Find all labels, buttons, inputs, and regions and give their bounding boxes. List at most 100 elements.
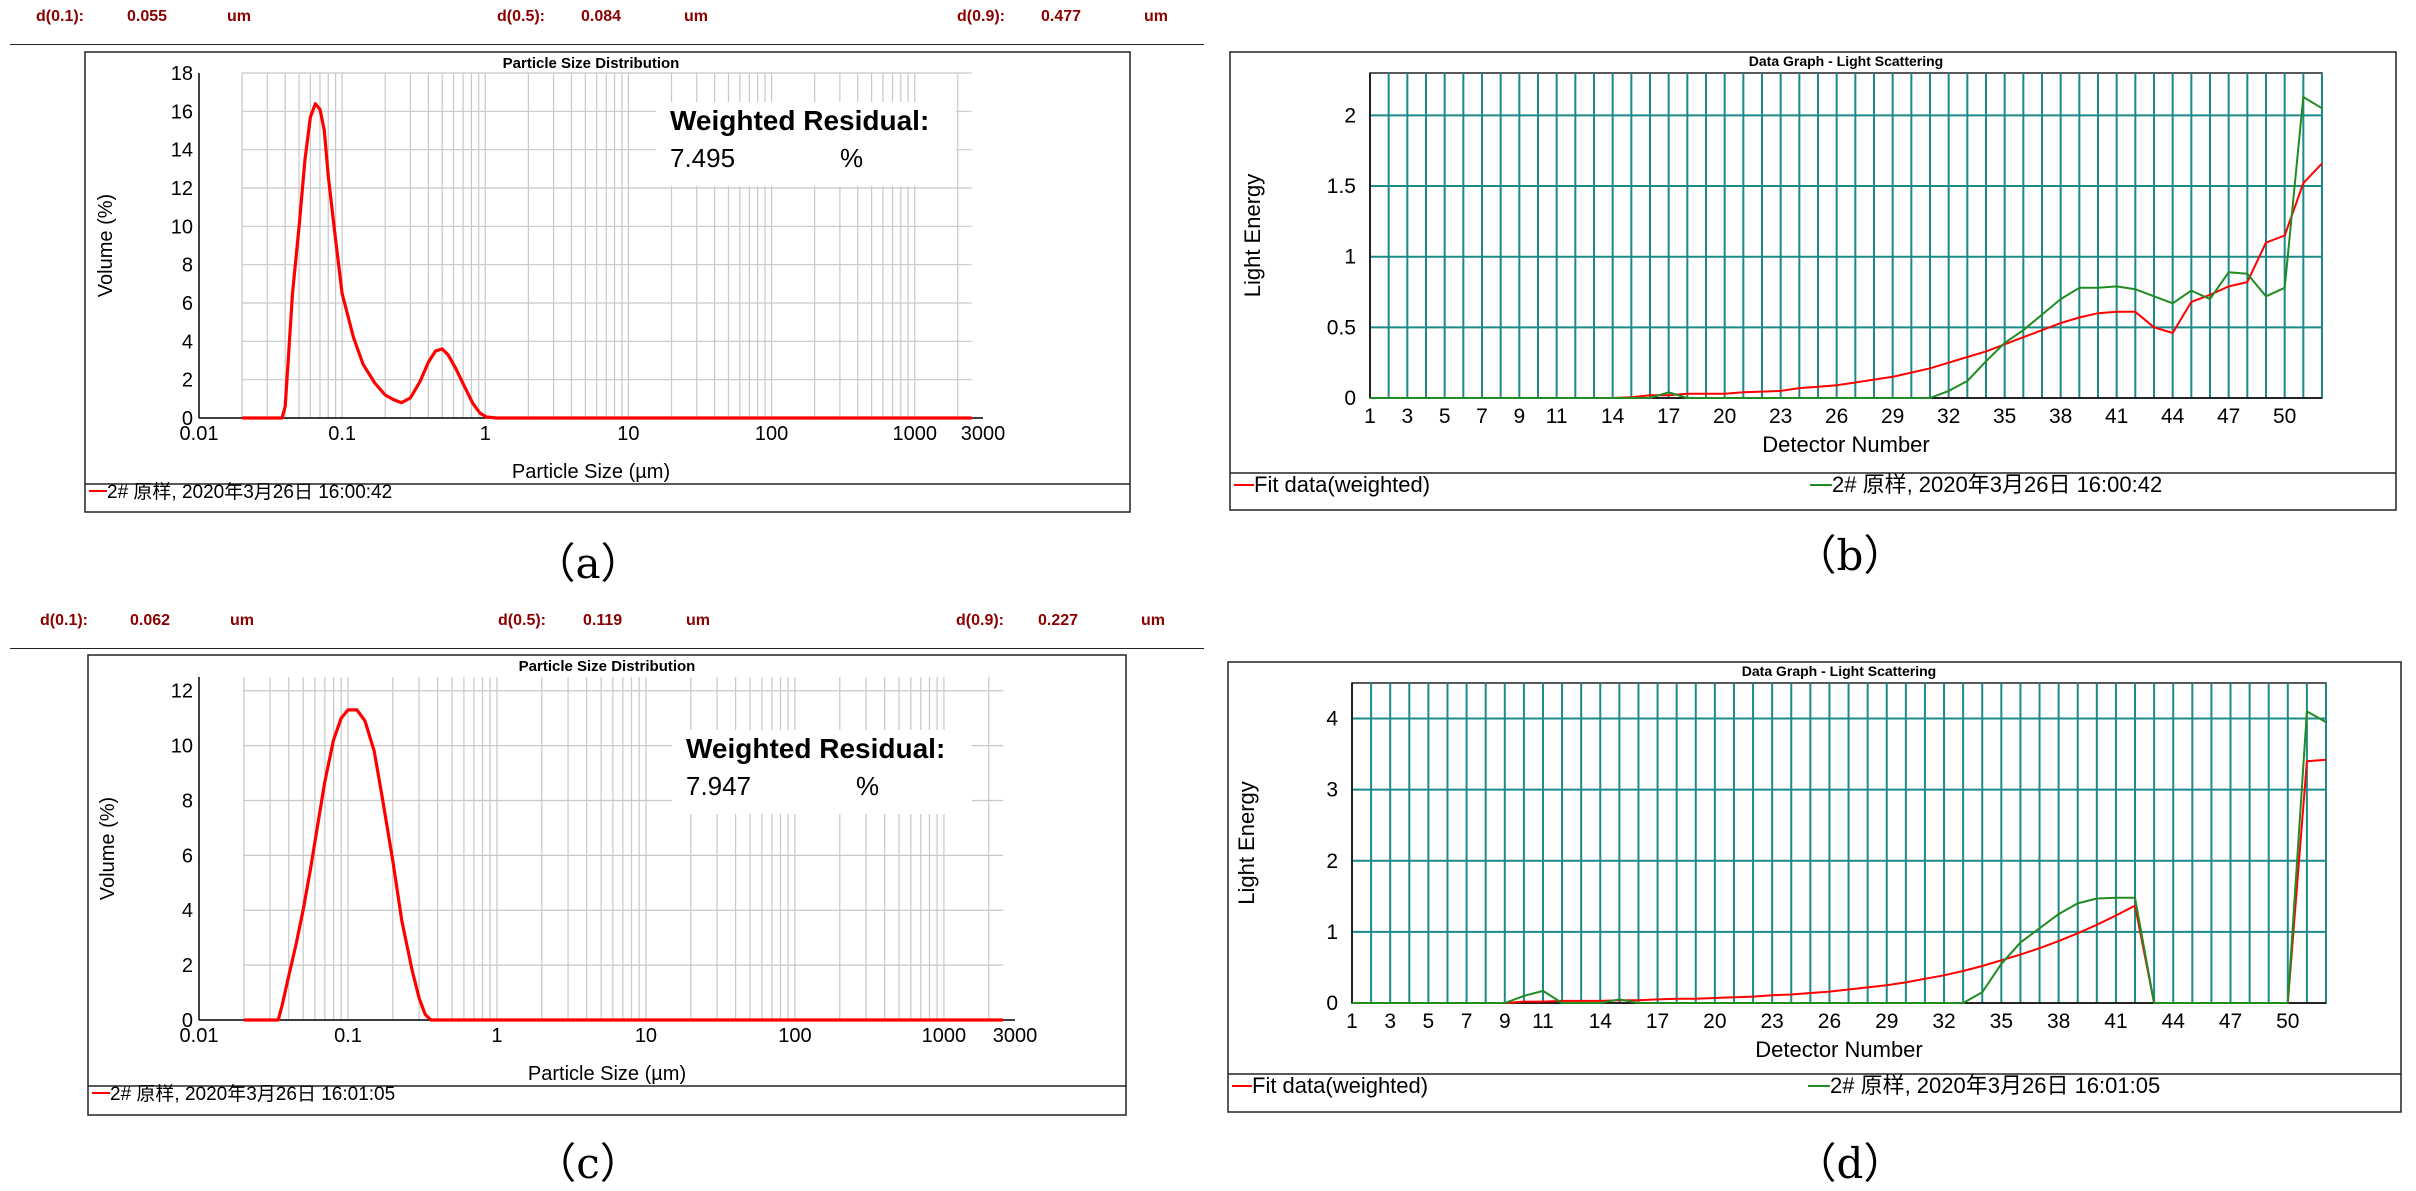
d90-value: 0.477: [1041, 8, 1082, 25]
y-axis-label: Volume (%): [95, 194, 117, 297]
x-tick-label: 100: [778, 1025, 811, 1047]
d50-value: 0.084: [581, 8, 622, 25]
d10-unit: um: [230, 612, 254, 629]
x-tick-label: 11: [1546, 405, 1568, 428]
x-tick-label: 10: [635, 1025, 657, 1047]
chart-title: Data Graph - Light Scattering: [1742, 663, 1936, 679]
y-tick-label: 8: [182, 790, 193, 812]
y-tick-label: 6: [182, 845, 193, 867]
chart-title: Particle Size Distribution: [503, 55, 680, 72]
y-tick-label: 0: [1326, 992, 1338, 1015]
legend-label: 2# 原样, 2020年3月26日 16:01:05: [110, 1083, 395, 1105]
y-tick-label: 2: [182, 370, 193, 392]
psd-chart-c: 0 2 4 6 8 10 12 0.01 0.1 1 10 100 1000 3000 Particle S…: [87, 654, 1127, 1116]
y-tick-label: 0: [182, 1010, 193, 1032]
d90-unit: um: [1141, 612, 1165, 629]
x-axis-label: Particle Size (µm): [528, 1063, 686, 1085]
x-tick-label: 5: [1423, 1010, 1435, 1033]
y-tick-label: 3: [1326, 779, 1338, 802]
x-tick-label: 38: [2047, 1010, 2070, 1033]
x-tick-label: 50: [2273, 405, 2296, 428]
x-axis-label: Detector Number: [1755, 1037, 1923, 1062]
x-tick-label: 0.1: [334, 1025, 362, 1047]
x-tick-label: 5: [1439, 405, 1451, 428]
x-tick-label: 23: [1769, 405, 1792, 428]
plot-area: [1351, 682, 2327, 1004]
residual-box: [656, 102, 956, 186]
y-axis-label: Volume (%): [97, 797, 119, 900]
x-tick-label: 14: [1589, 1010, 1613, 1033]
y-tick-label: 16: [171, 101, 193, 123]
measured-data-line: [1370, 96, 2323, 399]
weighted-residual-label: Weighted Residual:: [670, 105, 929, 136]
volume-distribution-line: [243, 708, 1004, 1022]
d50-unit: um: [684, 8, 708, 25]
chart-title: Data Graph - Light Scattering: [1749, 53, 1943, 69]
x-tick-label: 11: [1532, 1010, 1554, 1033]
measured-data-line: [1352, 710, 2327, 1004]
y-tick-label: 14: [171, 140, 193, 162]
y-axis-label: Light Energy: [1234, 781, 1259, 905]
y-tick-label: 12: [171, 178, 193, 200]
x-tick-label: 26: [1825, 405, 1848, 428]
d50-label: d(0.5):: [498, 612, 546, 629]
y-tick-label: 1: [1326, 921, 1338, 944]
x-tick-label: 26: [1818, 1010, 1841, 1033]
y-axis-label: Light Energy: [1240, 174, 1265, 298]
x-tick-label: 29: [1881, 405, 1904, 428]
x-tick-label: 17: [1657, 405, 1680, 428]
x-tick-label: 47: [2217, 405, 2240, 428]
weighted-residual-unit: %: [840, 143, 863, 173]
y-tick-label: 2: [1344, 104, 1356, 127]
x-tick-label: 20: [1713, 405, 1736, 428]
x-tick-label: 3: [1401, 405, 1413, 428]
caption-b: （b）: [1794, 531, 1906, 580]
x-tick-label: 100: [755, 423, 788, 445]
d50-label: d(0.5):: [497, 8, 545, 25]
residual-box: [672, 730, 972, 814]
x-tick-label: 3000: [993, 1025, 1038, 1047]
x-tick-label: 3000: [961, 423, 1006, 445]
d10-label: d(0.1):: [40, 612, 88, 629]
x-tick-label: 35: [1990, 1010, 2013, 1033]
divider-line-c: [10, 648, 1204, 649]
y-tick-label: 6: [182, 293, 193, 315]
y-tick-label: 18: [171, 63, 193, 85]
d90-label: d(0.9):: [956, 612, 1004, 629]
y-tick-label: 4: [182, 331, 193, 353]
y-tick-label: 4: [1326, 708, 1338, 731]
y-tick-label: 8: [182, 255, 193, 277]
x-tick-label: 7: [1461, 1010, 1473, 1033]
d90-label: d(0.9):: [957, 8, 1005, 25]
psd-chart-a: 0 2 4 6 8 10 12 14 16 18 0.01 0.1 1 10 100 1000 3000 Part…: [84, 51, 1131, 513]
x-tick-label: 0.01: [180, 423, 219, 445]
d10-value: 0.055: [127, 8, 168, 25]
x-axis-label: Particle Size (µm): [512, 461, 670, 483]
legend-label: 2# 原样, 2020年3月26日 16:00:42: [107, 481, 392, 503]
x-tick-label: 17: [1646, 1010, 1669, 1033]
d90-unit: um: [1144, 8, 1168, 25]
d90-value: 0.227: [1038, 612, 1079, 629]
divider-line-a: [10, 44, 1204, 45]
x-tick-label: 44: [2162, 1010, 2186, 1033]
x-tick-label: 3: [1384, 1010, 1396, 1033]
d-values-strip-a: d(0.1): 0.055 um d(0.5): 0.084 um d(0.9)…: [0, 8, 1200, 38]
d50-unit: um: [686, 612, 710, 629]
y-tick-label: 10: [171, 216, 193, 238]
x-tick-label: 1: [491, 1025, 502, 1047]
x-tick-label: 1000: [922, 1025, 967, 1047]
x-tick-label: 1000: [892, 423, 937, 445]
x-tick-label: 0.01: [180, 1025, 219, 1047]
chart-title: Particle Size Distribution: [519, 658, 696, 675]
x-tick-label: 9: [1499, 1010, 1511, 1033]
legend-label-fit: Fit data(weighted): [1254, 472, 1430, 497]
d-values-strip-c: d(0.1): 0.062 um d(0.5): 0.119 um d(0.9)…: [0, 612, 1200, 642]
x-tick-label: 32: [1937, 405, 1960, 428]
d10-unit: um: [227, 8, 251, 25]
x-tick-label: 29: [1875, 1010, 1898, 1033]
caption-a: （a）: [533, 539, 643, 588]
y-tick-label: 2: [1326, 850, 1338, 873]
d10-label: d(0.1):: [36, 8, 84, 25]
